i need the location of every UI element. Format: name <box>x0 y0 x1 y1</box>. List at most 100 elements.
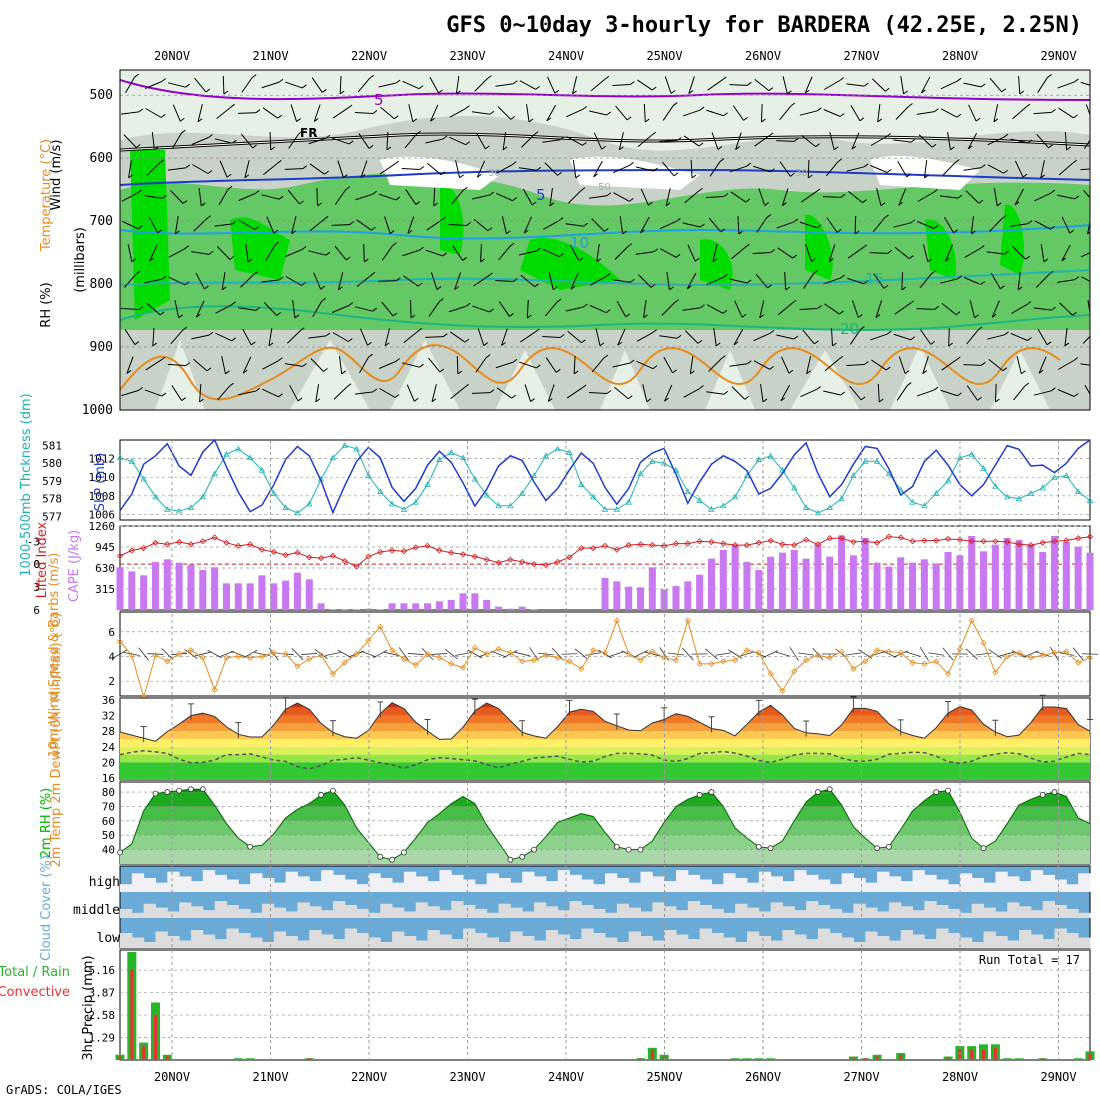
thickness-marker <box>164 506 171 512</box>
cloud-block <box>214 901 227 918</box>
cloud-block <box>474 884 488 892</box>
upper-wind-barb-flag <box>138 306 144 311</box>
upper-wind-barb <box>920 329 932 345</box>
upper-wind-barb <box>192 164 209 174</box>
upper-wind-barb-flag <box>688 90 694 94</box>
upper-wind-barb-flag <box>1017 286 1023 291</box>
rh-marker <box>330 787 336 794</box>
upper-wind-barb <box>822 196 842 198</box>
upper-wind-barb <box>191 334 210 340</box>
wind-marker <box>152 652 159 659</box>
upper-wind-barb <box>287 189 300 205</box>
upper-wind-barb-flag <box>418 85 424 90</box>
upper-wind-barb <box>1084 384 1090 396</box>
rh2m-axis-label: 2m RH (%) <box>39 788 54 859</box>
upper-wind-barb-flag <box>232 139 237 144</box>
upper-wind-barb <box>331 224 350 226</box>
upper-wind-barb <box>637 134 653 148</box>
upper-wind-barb <box>683 388 700 398</box>
upper-wind-barb <box>635 251 654 255</box>
bottom-date-label: 20NOV <box>154 1070 190 1084</box>
upper-wind-barb <box>339 75 342 95</box>
upper-wind-barb <box>994 383 997 403</box>
upper-wind-barb-flag <box>626 116 632 121</box>
upper-wind-barb <box>1012 106 1027 120</box>
cape-bar <box>767 556 775 610</box>
rh-marker <box>815 789 821 795</box>
thickness-axis-label: 1000-500mb Thckness (dm) <box>19 393 34 576</box>
cape-bar <box>317 603 325 610</box>
upper-wind-barb-flag <box>957 194 963 199</box>
upper-wind-barb-flag <box>454 286 459 290</box>
upper-wind-barb <box>593 160 603 178</box>
li-marker <box>578 545 585 552</box>
cloud-block <box>1007 876 1020 892</box>
upper-wind-barb <box>1061 216 1071 234</box>
cape-bar <box>719 550 727 610</box>
upper-wind-barb <box>360 160 368 178</box>
top-date-label: 25NOV <box>646 49 682 63</box>
upper-wind-barb-flag <box>506 230 511 235</box>
cloud-block <box>1042 874 1056 892</box>
upper-wind-barb <box>355 193 373 201</box>
upper-wind-barb <box>472 194 490 200</box>
cloud-block <box>427 906 440 918</box>
wind-marker <box>1004 653 1011 660</box>
cape-bar <box>636 587 644 610</box>
thickness-marker <box>1051 474 1058 480</box>
upper-wind-barb-flag <box>791 299 797 304</box>
li-marker <box>874 539 881 546</box>
upper-wind-barb <box>379 388 396 398</box>
upper-wind-barb-flag <box>674 299 679 304</box>
upper-wind-barb <box>919 273 932 289</box>
upper-wind-barb <box>1059 302 1073 316</box>
wind-marker <box>684 617 691 624</box>
upper-wind-barb-flag <box>627 243 633 248</box>
upper-wind-barb-flag <box>953 229 958 234</box>
upper-wind-barb-flag <box>582 141 587 146</box>
upper-wind-barb-flag <box>807 174 813 179</box>
upper-wind-barb <box>612 84 631 86</box>
upper-wind-barb-flag <box>903 90 908 95</box>
upper-wind-barb <box>614 386 629 400</box>
upper-wind-barb <box>545 357 557 373</box>
wind-marker <box>696 660 703 667</box>
cloud-block <box>522 871 535 892</box>
upper-wind-barb-flag <box>747 81 752 86</box>
cloud-block <box>226 928 239 948</box>
top-date-label: 26NOV <box>745 49 781 63</box>
upper-wind-barb <box>896 385 908 401</box>
upper-wind-barb <box>1014 188 1024 206</box>
upper-wind-barb-flag <box>788 369 794 374</box>
upper-wind-barb <box>545 301 558 317</box>
li-marker <box>814 541 821 548</box>
upper-wind-barb <box>284 168 303 170</box>
upper-wind-barb <box>337 272 344 290</box>
rh-marker <box>377 853 384 860</box>
cloud-block <box>971 942 985 948</box>
upper-wind-barb <box>549 188 553 206</box>
pressure-tick-label: 1000 <box>82 403 113 418</box>
upper-wind-barb-flag <box>768 132 774 137</box>
upper-wind-barb <box>284 363 303 367</box>
pressure-tick-label: 800 <box>90 277 113 292</box>
upper-wind-barb <box>124 329 136 345</box>
cloud-block <box>687 874 701 892</box>
thickness-marker <box>802 504 810 510</box>
upper-wind-barb <box>428 301 440 317</box>
precip-total-bar <box>233 1058 243 1060</box>
upper-wind-barb <box>989 77 1003 93</box>
upper-wind-barb <box>1057 389 1075 397</box>
wind-marker <box>554 654 561 661</box>
thickness-marker <box>625 498 632 505</box>
upper-wind-barb-flag <box>733 341 739 346</box>
upper-wind-barb <box>729 84 748 86</box>
cape-bar <box>826 556 834 610</box>
upper-wind-barb-flag <box>320 285 326 290</box>
wind-marker <box>495 645 502 653</box>
upper-wind-barb <box>215 332 232 342</box>
cloud-block <box>593 933 606 948</box>
